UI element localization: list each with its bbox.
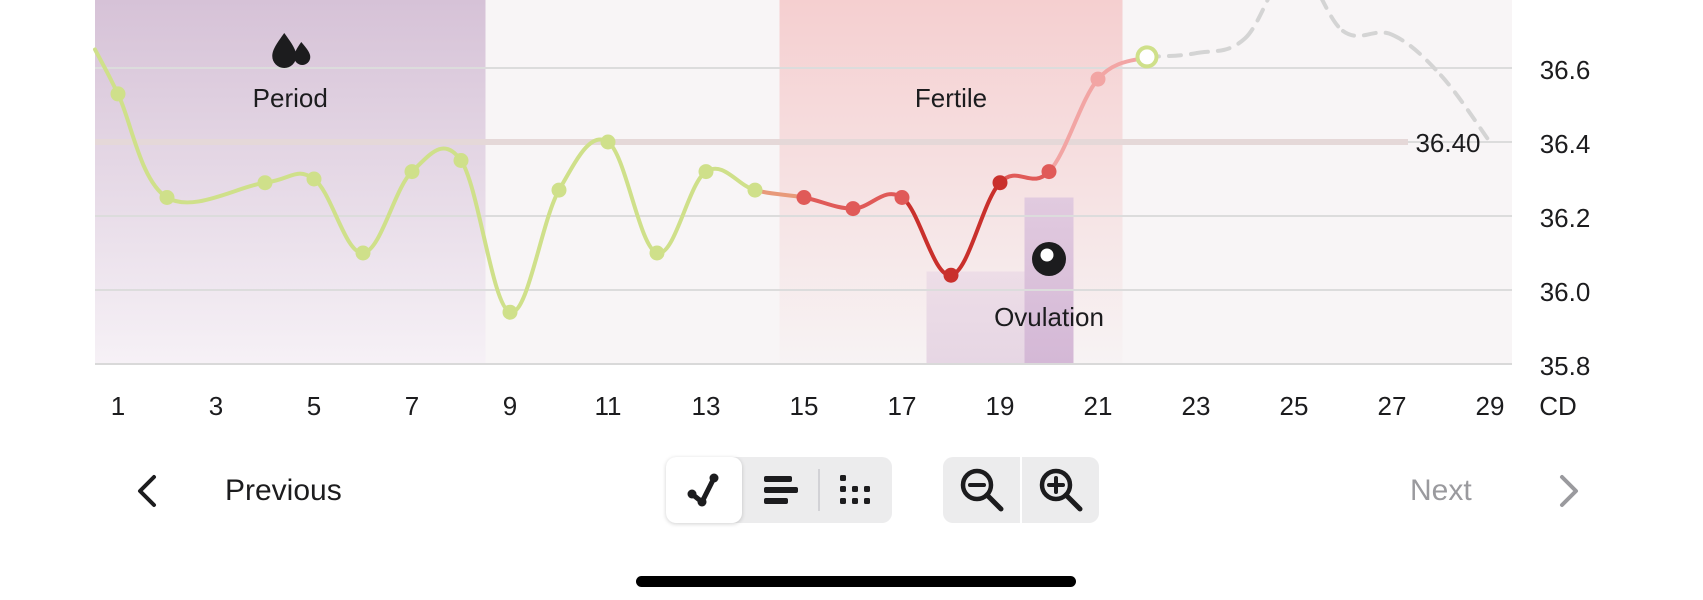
x-tick-label: 19 bbox=[986, 391, 1015, 421]
period-label: Period bbox=[253, 83, 328, 113]
zoom-in-icon bbox=[1039, 468, 1082, 512]
y-tick-label: 36.2 bbox=[1540, 203, 1591, 233]
zoom-out-icon bbox=[960, 468, 1003, 512]
line-chart-icon bbox=[687, 473, 719, 507]
previous-label: Previous bbox=[225, 474, 342, 507]
data-point[interactable] bbox=[355, 245, 371, 261]
drops-icon bbox=[272, 33, 311, 68]
x-tick-label: 29 bbox=[1476, 391, 1505, 421]
zoom-divider bbox=[1020, 457, 1022, 523]
y-tick-label: 36.0 bbox=[1540, 277, 1591, 307]
x-tick-label: 13 bbox=[692, 391, 721, 421]
x-tick-label: 7 bbox=[405, 391, 419, 421]
line-segment bbox=[606, 140, 659, 255]
data-point[interactable] bbox=[894, 190, 910, 205]
view-mode-switcher bbox=[666, 457, 892, 523]
y-tick-label: 36.4 bbox=[1540, 129, 1591, 159]
bars-icon bbox=[764, 476, 798, 504]
data-point[interactable] bbox=[747, 182, 763, 198]
x-tick-label: 3 bbox=[209, 391, 223, 421]
zoom-out-button[interactable] bbox=[943, 457, 1020, 523]
data-point[interactable] bbox=[502, 304, 518, 320]
data-point[interactable] bbox=[796, 190, 812, 205]
chevron-right-icon bbox=[1560, 475, 1578, 507]
data-point[interactable] bbox=[159, 190, 175, 205]
x-unit-label: CD bbox=[1539, 391, 1577, 421]
data-point[interactable] bbox=[306, 171, 322, 187]
data-point[interactable] bbox=[1041, 164, 1057, 180]
ovulation-label: Ovulation bbox=[994, 302, 1104, 332]
temperature-points bbox=[110, 45, 1159, 320]
x-tick-label: 25 bbox=[1280, 391, 1309, 421]
data-point[interactable] bbox=[257, 175, 273, 191]
line-segment bbox=[459, 158, 512, 315]
zoom-in-button[interactable] bbox=[1022, 457, 1099, 523]
chevron-left-icon bbox=[138, 475, 156, 507]
fertile-label: Fertile bbox=[915, 83, 987, 113]
segment-divider bbox=[818, 469, 820, 511]
x-tick-label: 1 bbox=[111, 391, 125, 421]
data-point[interactable] bbox=[600, 134, 616, 150]
dots-grid-icon bbox=[840, 475, 870, 504]
line-segment bbox=[116, 91, 169, 200]
next-button[interactable]: Next bbox=[1400, 466, 1590, 516]
line-segment bbox=[165, 180, 267, 205]
temperature-chart: Period Fertile Ovulation 35.8 36.0 36.2 36.4 3… bbox=[93, 0, 1591, 421]
coverline-label: 36.40 bbox=[1415, 128, 1480, 158]
previous-button[interactable]: Previous bbox=[120, 466, 360, 516]
y-tick-label: 35.8 bbox=[1540, 351, 1591, 381]
bar-chart-view-button[interactable] bbox=[742, 457, 818, 523]
x-tick-label: 17 bbox=[888, 391, 917, 421]
data-point[interactable] bbox=[992, 175, 1008, 191]
x-tick-label: 23 bbox=[1182, 391, 1211, 421]
line-chart-view-button[interactable] bbox=[666, 457, 742, 523]
data-point[interactable] bbox=[453, 153, 469, 168]
data-point[interactable] bbox=[649, 245, 665, 261]
y-tick-label: 36.6 bbox=[1540, 55, 1591, 85]
x-tick-label: 9 bbox=[503, 391, 517, 421]
dot-chart-view-button[interactable] bbox=[818, 457, 892, 523]
data-point[interactable] bbox=[551, 182, 567, 198]
next-label: Next bbox=[1410, 474, 1472, 507]
ovulation-band bbox=[1024, 197, 1074, 364]
x-tick-label: 5 bbox=[307, 391, 321, 421]
data-point[interactable] bbox=[110, 86, 126, 102]
data-point[interactable] bbox=[698, 164, 714, 180]
zoom-controls bbox=[943, 457, 1099, 523]
predicted-line bbox=[1145, 0, 1492, 144]
x-tick-label: 15 bbox=[790, 391, 819, 421]
x-tick-label: 21 bbox=[1084, 391, 1113, 421]
line-segment bbox=[1047, 77, 1100, 174]
data-point[interactable] bbox=[1090, 71, 1106, 87]
data-point[interactable] bbox=[404, 164, 420, 180]
today-point[interactable] bbox=[1135, 45, 1159, 69]
data-point[interactable] bbox=[943, 267, 959, 283]
x-tick-label: 11 bbox=[595, 391, 622, 421]
ovulation-icon bbox=[1032, 242, 1066, 276]
data-point[interactable] bbox=[845, 201, 861, 217]
home-indicator bbox=[636, 576, 1076, 587]
x-tick-label: 27 bbox=[1378, 391, 1407, 421]
